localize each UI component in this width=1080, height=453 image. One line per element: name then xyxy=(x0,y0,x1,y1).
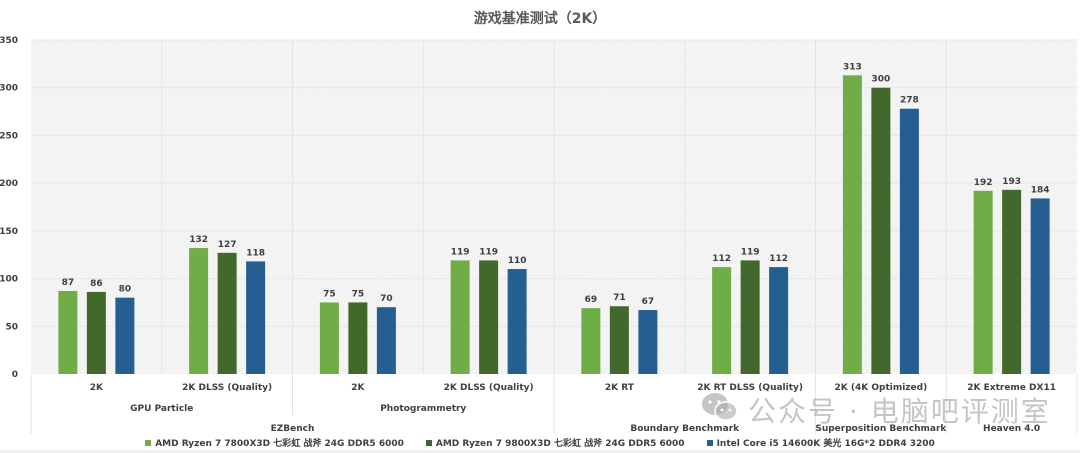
x-group-label: EZBench xyxy=(271,424,315,434)
data-label: 80 xyxy=(119,285,132,295)
bar xyxy=(86,291,106,374)
data-label: 70 xyxy=(380,294,393,304)
data-label: 112 xyxy=(769,254,788,264)
legend-label: AMD Ryzen 7 9800X3D 七彩虹 战斧 24G DDR5 6000 xyxy=(435,439,685,449)
data-label: 313 xyxy=(843,62,862,72)
bar xyxy=(609,306,629,374)
bar xyxy=(769,267,789,374)
data-label: 119 xyxy=(451,247,470,257)
bar xyxy=(450,260,470,374)
x-subgroup-label: Boundary Benchmark xyxy=(630,424,740,434)
chart-title: 游戏基准测试（2K） xyxy=(473,11,607,27)
y-tick-label: 350 xyxy=(0,36,18,46)
legend-item: AMD Ryzen 7 7800X3D 七彩虹 战斧 24G DDR5 6000 xyxy=(145,436,404,449)
bar xyxy=(217,252,237,374)
x-subgroup-label: Superposition Benchmark xyxy=(815,424,947,434)
watermark: 公众号 · 电脑吧评测室 xyxy=(700,390,1051,430)
legend-swatch-icon xyxy=(706,439,713,446)
bar xyxy=(638,310,658,374)
data-label: 184 xyxy=(1031,185,1050,195)
legend-swatch-icon xyxy=(425,439,432,446)
data-label: 71 xyxy=(613,293,626,303)
bar xyxy=(348,302,368,374)
x-category-label: 2K xyxy=(351,383,365,393)
x-category-label: 2K DLSS (Quality) xyxy=(444,383,534,393)
y-tick-label: 150 xyxy=(0,227,18,237)
bar xyxy=(740,260,760,374)
data-label: 278 xyxy=(900,96,919,106)
legend-label: Intel Core i5 14600K 美光 16G*2 DDR4 3200 xyxy=(716,439,935,449)
wechat-icon xyxy=(700,391,740,430)
x-subgroup-label: GPU Particle xyxy=(130,404,193,414)
x-category-label: 2K RT DLSS (Quality) xyxy=(697,383,803,393)
legend-item: Intel Core i5 14600K 美光 16G*2 DDR4 3200 xyxy=(706,436,935,449)
y-tick-label: 100 xyxy=(0,275,18,285)
legend: AMD Ryzen 7 7800X3D 七彩虹 战斧 24G DDR5 6000… xyxy=(0,436,1080,449)
data-label: 119 xyxy=(479,247,498,257)
bar xyxy=(189,248,209,374)
x-subgroup-label: Photogrammetry xyxy=(380,404,466,414)
x-category-label: 2K Extreme DX11 xyxy=(967,383,1056,393)
bar xyxy=(58,290,78,374)
bar xyxy=(319,302,339,374)
data-label: 67 xyxy=(642,297,655,307)
legend-swatch-icon xyxy=(145,439,152,446)
y-tick-label: 0 xyxy=(12,370,18,380)
bar xyxy=(899,108,919,375)
data-label: 193 xyxy=(1002,177,1021,187)
data-label: 132 xyxy=(189,235,208,245)
data-label: 87 xyxy=(62,278,75,288)
data-label: 110 xyxy=(508,256,527,266)
bar xyxy=(871,87,891,374)
bar xyxy=(246,261,266,374)
y-tick-label: 50 xyxy=(5,322,18,332)
bar xyxy=(376,307,396,374)
x-category-label: 2K RT xyxy=(605,383,635,393)
y-tick-label: 300 xyxy=(0,84,18,94)
data-label: 127 xyxy=(218,240,237,250)
y-tick-label: 250 xyxy=(0,131,18,141)
legend-item: AMD Ryzen 7 9800X3D 七彩虹 战斧 24G DDR5 6000 xyxy=(425,436,685,449)
bar xyxy=(1002,189,1022,374)
data-label: 118 xyxy=(246,248,265,258)
data-label: 75 xyxy=(352,289,365,299)
bottom-border xyxy=(0,450,1080,453)
legend-label: AMD Ryzen 7 7800X3D 七彩虹 战斧 24G DDR5 6000 xyxy=(155,439,404,449)
x-subgroup-label: Heaven 4.0 xyxy=(983,424,1040,434)
watermark-text: 公众号 · 电脑吧评测室 xyxy=(748,395,1051,428)
x-category-label: 2K DLSS (Quality) xyxy=(182,383,272,393)
y-tick-label: 200 xyxy=(0,179,18,189)
data-label: 112 xyxy=(712,254,731,264)
bar xyxy=(712,267,732,374)
bar xyxy=(507,269,527,374)
bar xyxy=(842,75,862,375)
bar xyxy=(973,190,993,374)
data-label: 69 xyxy=(585,295,598,305)
bar xyxy=(1030,198,1050,374)
bar xyxy=(115,297,135,374)
x-category-label: 2K xyxy=(90,383,104,393)
bar xyxy=(581,308,601,374)
data-label: 192 xyxy=(974,178,993,188)
bar xyxy=(479,260,499,374)
data-label: 86 xyxy=(90,279,103,289)
data-label: 75 xyxy=(323,289,336,299)
x-category-label: 2K (4K Optimized) xyxy=(835,383,928,393)
data-label: 300 xyxy=(871,75,890,85)
data-label: 119 xyxy=(741,247,760,257)
